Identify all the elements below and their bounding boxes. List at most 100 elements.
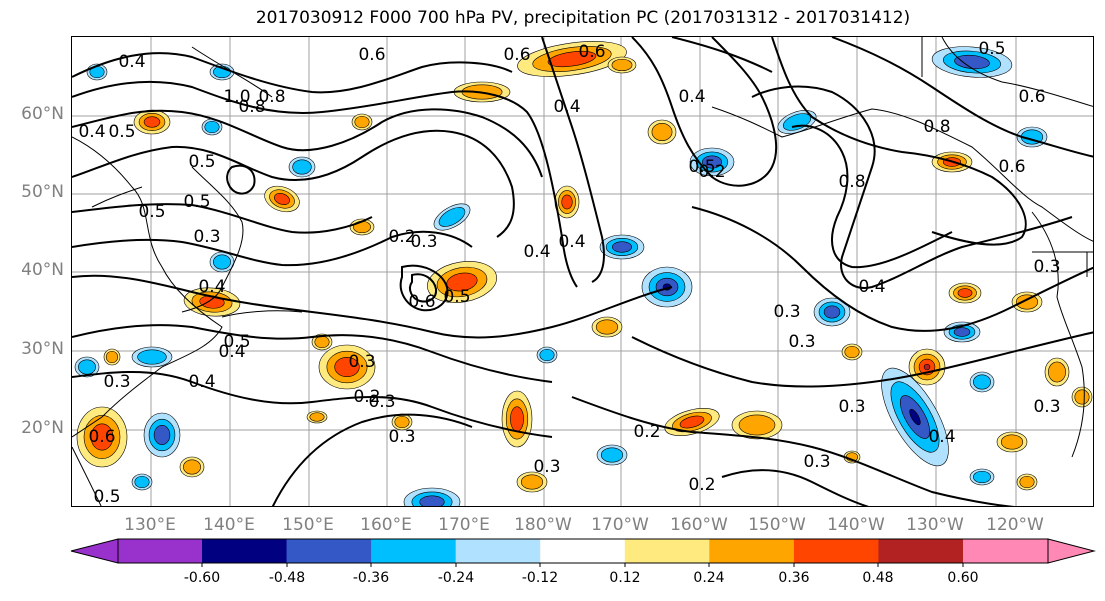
- coastline: [72, 446, 102, 506]
- precip-anomaly: [969, 468, 995, 486]
- colorbar-tick-label: 0.24: [693, 570, 725, 586]
- pv-contour: [72, 80, 578, 288]
- longitude-label: 170°E: [438, 515, 490, 535]
- contour-label: 0.3: [103, 372, 130, 392]
- colorbar-segment: [455, 539, 541, 563]
- contour-label: 0.3: [368, 392, 395, 412]
- map-canvas: 0.4 0.60.81.00.50.60.40.60.50.8 0.40.80.60…: [72, 37, 1093, 507]
- contour-label: 0.4: [188, 372, 215, 392]
- longitude-label: 140°E: [203, 515, 255, 535]
- contour-label: 0.6: [1018, 87, 1045, 107]
- colorbar-outline: [117, 538, 1049, 564]
- precip-anomaly: [647, 119, 677, 145]
- contour-label: 0.6: [408, 292, 435, 312]
- colorbar-segment: [793, 539, 879, 563]
- precip-anomaly: [554, 185, 580, 219]
- colorbar-tick-label: -0.60: [183, 570, 221, 586]
- pv-contour: [399, 264, 449, 312]
- contour-label: 0.8: [258, 87, 285, 107]
- colorbar-tick-label: -0.36: [352, 570, 390, 586]
- contour-label: 0.4: [928, 427, 955, 447]
- precip-anomaly: [264, 185, 300, 213]
- contour-label: 0.3: [193, 227, 220, 247]
- colorbar-segment: [709, 539, 795, 563]
- contour-label: 0.5: [138, 202, 165, 222]
- contour-label: 0.4: [78, 122, 105, 142]
- contour-label: 0.5: [443, 287, 470, 307]
- pv-contour: [671, 37, 1093, 158]
- longitude-label: 160°W: [670, 515, 728, 535]
- longitude-label: 130°W: [906, 515, 964, 535]
- colorbar-extend-high: [1047, 538, 1096, 564]
- pv-contour: [72, 230, 473, 267]
- latitude-label: 30°N: [21, 339, 64, 359]
- colorbar: [70, 538, 1096, 567]
- precip-anomaly: [596, 444, 628, 466]
- pv-contour: [271, 413, 473, 506]
- contour-label: 0.8: [238, 97, 265, 117]
- precip-anomaly: [501, 390, 533, 448]
- coastline: [711, 106, 1093, 242]
- pv-contour: [571, 396, 1015, 506]
- contour-label: 0.5: [108, 122, 135, 142]
- contour-label: 0.3: [348, 352, 375, 372]
- precip-anomaly: [318, 344, 376, 390]
- contour-label: 0.3: [1033, 397, 1060, 417]
- contour-label: 0.8: [923, 117, 950, 137]
- precip-anomaly: [76, 406, 128, 468]
- precip-anomaly: [841, 343, 863, 361]
- precip-anomaly: [403, 487, 461, 506]
- coastline: [181, 166, 244, 313]
- precip-anomaly: [607, 56, 637, 74]
- coastline: [921, 37, 1093, 107]
- pv-contour: [691, 206, 1093, 332]
- contour-label: 0.2: [388, 227, 415, 247]
- precip-anomaly: [131, 473, 153, 491]
- precip-anomaly: [777, 110, 817, 134]
- contour-label: 0.2: [633, 422, 660, 442]
- colorbar-segment: [540, 539, 626, 563]
- colorbar-tick-label: 0.60: [947, 570, 979, 586]
- precip-anomaly: [143, 412, 181, 458]
- contour-label: 0.2: [353, 387, 380, 407]
- pv-contour: [72, 324, 553, 383]
- coastline: [221, 310, 303, 318]
- precip-anomaly: [133, 109, 171, 135]
- precip-anomaly: [351, 113, 373, 131]
- colorbar-tick-label: 0.36: [778, 570, 810, 586]
- precip-anomaly: [1071, 386, 1093, 408]
- longitude-label: 150°E: [282, 515, 334, 535]
- precip-anomaly: [516, 471, 548, 493]
- coastline: [1032, 251, 1093, 277]
- contour-labels: 0.4 0.60.81.00.50.60.40.60.50.8 0.40.80.60…: [78, 39, 1060, 507]
- precip-anomaly: [908, 348, 946, 386]
- contour-label: 0.6: [998, 157, 1025, 177]
- pv-contour: [791, 124, 953, 269]
- pv-contour: [721, 469, 870, 506]
- precip-anomaly: [948, 282, 982, 304]
- contour-label: 0.3: [773, 302, 800, 322]
- precip-anomaly: [996, 431, 1028, 453]
- contour-label: 0.6: [88, 427, 115, 447]
- latitude-label: 50°N: [21, 182, 64, 202]
- contour-label: 0.6: [503, 45, 530, 65]
- colorbar-segment: [118, 539, 202, 563]
- precip-anomaly: [591, 316, 623, 338]
- precip-anomaly: [813, 297, 851, 327]
- contour-label: 0.3: [788, 332, 815, 352]
- precip-anomaly: [1016, 473, 1038, 491]
- contour-label: 0.4: [858, 277, 885, 297]
- contour-label: 0.5: [688, 157, 715, 177]
- colorbar-segment: [624, 539, 710, 563]
- contour-label: 0.8: [838, 172, 865, 192]
- latitude-label: 40°N: [21, 260, 64, 280]
- pv-contour: [72, 203, 373, 234]
- contour-label: 0.3: [388, 427, 415, 447]
- contour-label: 0.5: [188, 152, 215, 172]
- precip-anomaly: [288, 156, 316, 178]
- contour-label: 0.3: [1033, 257, 1060, 277]
- map-panel: 0.4 0.6 0.8 1.0 0.5 0.6 0.4 0.6 0.5 0.8 0.4 0.8 0.6 0…: [71, 36, 1094, 507]
- precip-anomaly: [641, 266, 693, 308]
- contour-label: 0.5: [93, 487, 120, 507]
- precip-anomaly: [311, 333, 333, 351]
